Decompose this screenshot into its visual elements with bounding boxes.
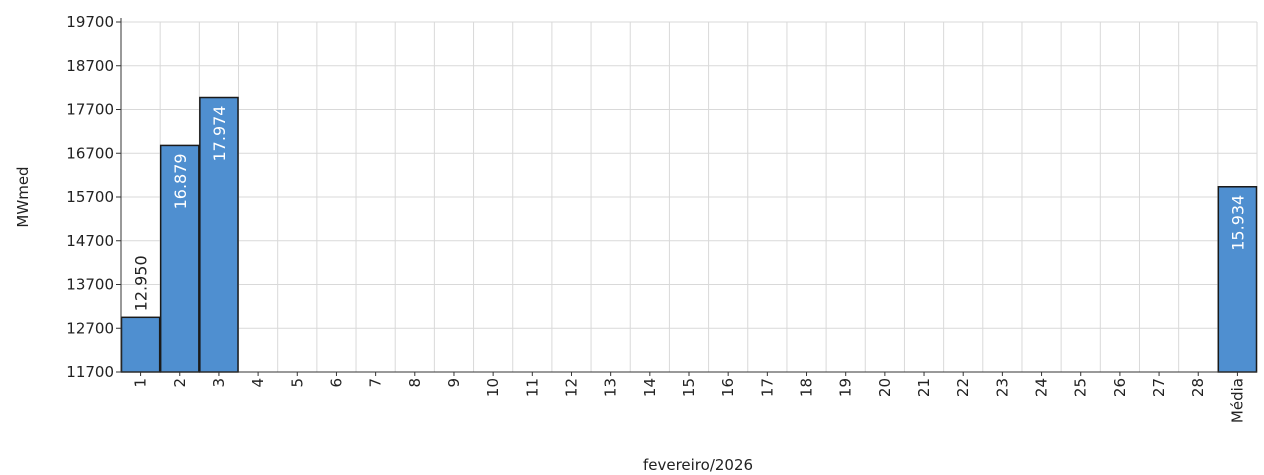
x-tick-label: 3: [210, 378, 228, 388]
y-tick-label: 18700: [66, 57, 114, 75]
x-tick-label: 17: [758, 378, 776, 397]
x-tick-label: 14: [641, 378, 659, 397]
x-tick-label: 18: [798, 378, 816, 397]
axes: [116, 18, 1257, 376]
data-label: 16.879: [171, 153, 190, 209]
x-tick-label: 5: [288, 378, 306, 388]
bar-1: [120, 316, 161, 373]
y-tick-label: 19700: [66, 13, 114, 31]
x-tick-label: 11: [523, 378, 541, 397]
x-tick-label: 21: [915, 378, 933, 397]
y-tick-label: 12700: [66, 319, 114, 337]
x-tick-label: 23: [993, 378, 1011, 397]
data-label: 15.934: [1228, 195, 1247, 251]
x-tick-labels: 1 2 3 4 5 6 7 8 9 10 11 12 13 14 15 16 17 18 19 20 21 22 23 24 2…: [132, 378, 1247, 423]
y-axis-label: MWmed: [14, 166, 32, 227]
bar-2: [159, 144, 200, 373]
x-tick-label: 22: [954, 378, 972, 397]
x-tick-label: 13: [602, 378, 620, 397]
x-tick-label: 26: [1111, 378, 1129, 397]
bar-3: [199, 96, 239, 373]
x-tick-label: 12: [562, 378, 580, 397]
x-tick-label: 10: [484, 378, 502, 397]
x-tick-label: 1: [132, 378, 150, 388]
data-label: 17.974: [210, 106, 229, 162]
x-tick-label: Média: [1228, 378, 1246, 423]
x-tick-label: 24: [1033, 378, 1051, 397]
y-tick-label: 14700: [66, 232, 114, 250]
x-tick-label: 28: [1189, 378, 1207, 397]
x-tick-label: 2: [171, 378, 189, 388]
data-label: 12.950: [132, 255, 151, 311]
y-tick-label: 15700: [66, 188, 114, 206]
x-tick-label: 20: [876, 378, 894, 397]
y-tick-label: 16700: [66, 144, 114, 162]
x-tick-label: 7: [367, 378, 385, 388]
x-tick-label: 6: [327, 378, 345, 388]
x-tick-label: 25: [1072, 378, 1090, 397]
bars: [120, 96, 1258, 373]
x-tick-label: 15: [680, 378, 698, 397]
data-labels: 12.950 16.879 17.974 15.934: [132, 106, 1248, 312]
x-tick-label: 9: [445, 378, 463, 388]
x-tick-label: 16: [719, 378, 737, 397]
grid-lines: [121, 21, 1258, 373]
x-tick-label: 27: [1150, 378, 1168, 397]
bar-Média: [1217, 186, 1258, 373]
y-tick-label: 13700: [66, 276, 114, 294]
x-tick-label: 4: [249, 378, 267, 388]
y-tick-label: 17700: [66, 101, 114, 119]
y-tick-labels: 11700 12700 13700 14700 15700 16700 17700 18700…: [66, 13, 114, 381]
x-axis-label: fevereiro/2026: [643, 456, 753, 474]
y-tick-label: 11700: [66, 363, 114, 381]
x-tick-label: 8: [406, 378, 424, 388]
x-tick-label: 19: [837, 378, 855, 397]
